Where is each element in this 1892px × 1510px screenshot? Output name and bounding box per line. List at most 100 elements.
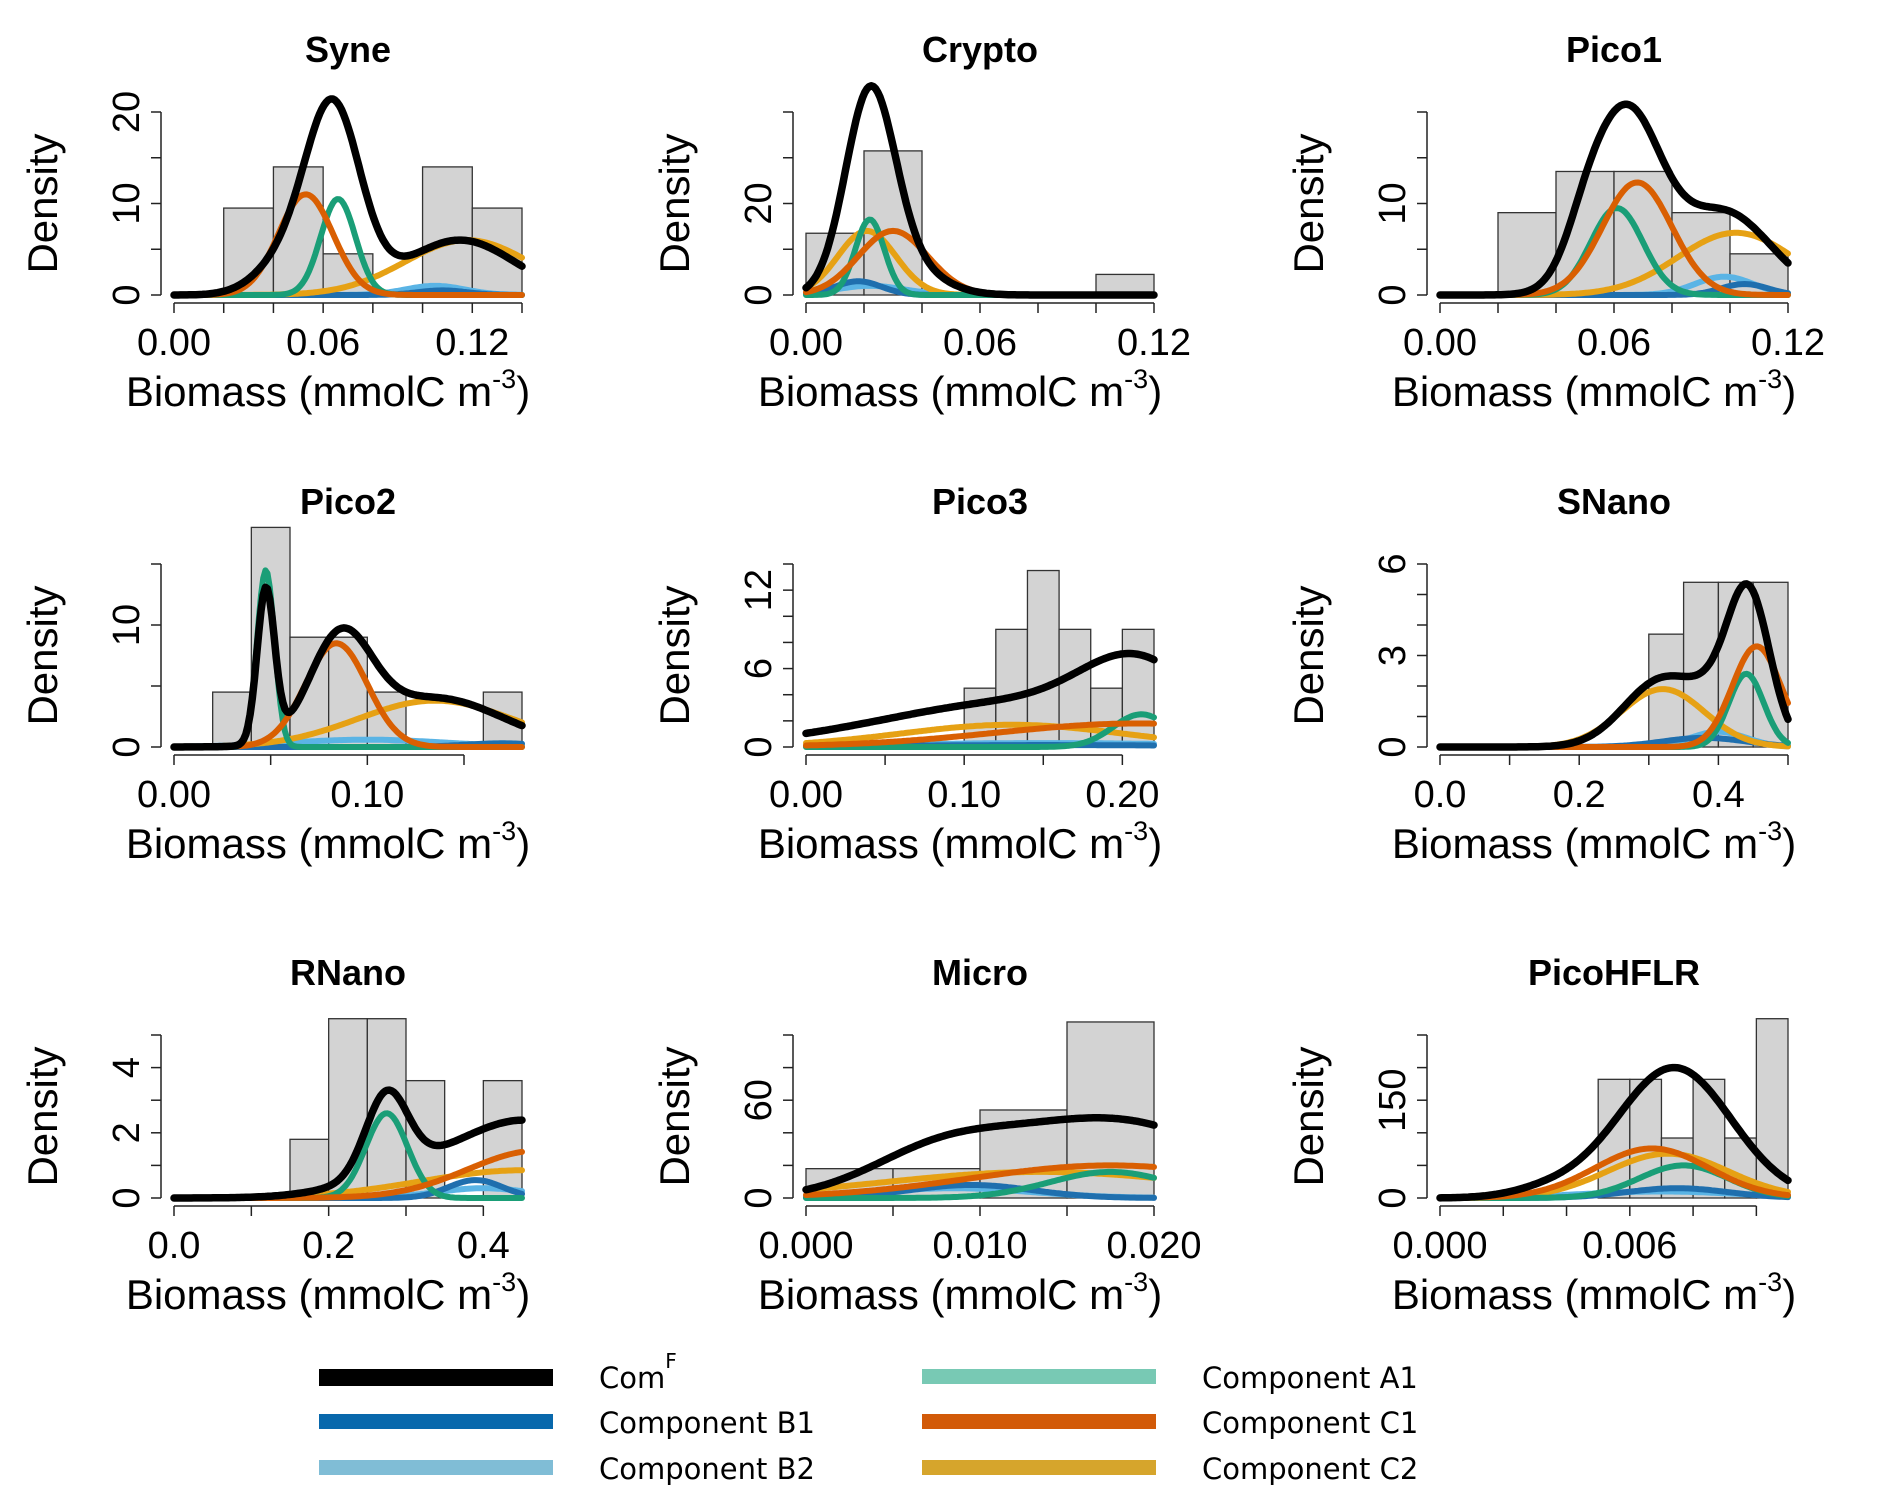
- x-axis-title: Biomass (mmolC m-3): [758, 1267, 1162, 1318]
- density-curve-comf: [170, 1086, 526, 1202]
- x-tick-label: 0.4: [457, 1225, 510, 1267]
- x-tick-label: 0.0: [148, 1225, 201, 1267]
- density-curves: [1436, 100, 1792, 299]
- x-tick-label: 0.00: [137, 774, 211, 816]
- x-tick-label: 0.06: [943, 322, 1017, 364]
- panel-title: RNano: [290, 952, 406, 993]
- panel-title: Syne: [305, 29, 391, 70]
- y-tick-label: 2: [106, 1122, 148, 1143]
- x-axis-title: Biomass (mmolC m-3): [1392, 364, 1796, 415]
- histogram-bar: [421, 166, 473, 296]
- y-axis-title: Density: [19, 1046, 66, 1186]
- density-curves: [1436, 1063, 1792, 1202]
- histogram-bar: [1026, 569, 1060, 748]
- x-axis-title-exponent: -3: [1758, 816, 1782, 846]
- density-curve-comf: [802, 1114, 1158, 1194]
- legend-swatch: [922, 1414, 1156, 1429]
- y-tick-label: 0: [106, 736, 148, 757]
- y-tick-label: 12: [738, 569, 780, 611]
- panel-title: Pico2: [300, 481, 396, 522]
- density-curves: [170, 1086, 526, 1202]
- density-curve-a1: [803, 711, 1157, 750]
- x-axis-title-exponent: -3: [492, 1267, 516, 1297]
- legend-label: Component C2: [1202, 1452, 1418, 1486]
- y-tick-label: 20: [738, 182, 780, 224]
- y-tick-label: 10: [106, 604, 148, 646]
- x-axis-title-exponent: -3: [1758, 1267, 1782, 1297]
- legend-item-c1: Component C1: [922, 1406, 1418, 1440]
- x-axis-title-text: Biomass (mmolC m: [1392, 820, 1758, 867]
- x-axis-title-text: Biomass (mmolC m: [758, 1271, 1124, 1318]
- x-tick-label: 0.12: [1751, 322, 1825, 364]
- y-axis-title: Density: [651, 585, 698, 725]
- density-curve-comf: [1436, 100, 1792, 299]
- histogram-bar: [1692, 1078, 1726, 1199]
- y-tick-label: 6: [738, 658, 780, 679]
- x-axis-title-exponent: -3: [492, 816, 516, 846]
- legend-swatch: [922, 1460, 1156, 1475]
- panel-title: SNano: [1557, 481, 1671, 522]
- y-axis: 0 20 Density: [651, 111, 794, 306]
- y-tick-label: 0: [1372, 284, 1414, 305]
- y-tick-label: 0: [1372, 1187, 1414, 1208]
- x-axis-title-exponent: -3: [492, 364, 516, 394]
- y-tick-label: 0: [1372, 736, 1414, 757]
- y-axis-title: Density: [651, 1046, 698, 1186]
- density-curves: [802, 649, 1158, 750]
- y-tick-label: 3: [1372, 645, 1414, 666]
- legend-swatch: [922, 1369, 1156, 1384]
- x-tick-label: 0.010: [932, 1225, 1027, 1267]
- x-tick-label: 0.000: [758, 1225, 853, 1267]
- legend-label: Component B2: [599, 1452, 815, 1486]
- x-axis-title-close: ): [516, 1271, 530, 1318]
- x-axis-title-close: ): [1148, 1271, 1162, 1318]
- x-tick-label: 0.020: [1106, 1225, 1201, 1267]
- legend-swatch: [319, 1369, 553, 1386]
- density-curves: [1436, 580, 1792, 751]
- y-axis-title: Density: [19, 585, 66, 725]
- legend-item-a1: Component A1: [922, 1361, 1418, 1395]
- density-curve-comf: [1436, 1063, 1792, 1202]
- density-curve-comf: [170, 95, 526, 299]
- x-axis-title-text: Biomass (mmolC m: [126, 1271, 492, 1318]
- x-axis-title: Biomass (mmolC m-3): [126, 1267, 530, 1318]
- histogram-bar: [1121, 628, 1155, 748]
- y-tick-label: 10: [106, 182, 148, 224]
- density-curve-comf: [802, 649, 1158, 738]
- density-curves: [170, 95, 526, 299]
- y-tick-label: 0: [738, 736, 780, 757]
- legend-swatch: [319, 1460, 553, 1475]
- x-axis-title-text: Biomass (mmolC m: [1392, 1271, 1758, 1318]
- panel-title: Pico1: [1566, 29, 1662, 70]
- y-tick-label: 60: [738, 1079, 780, 1121]
- y-tick-label: 4: [106, 1057, 148, 1078]
- y-axis: 0 10 20 Density: [19, 91, 162, 306]
- y-axis: 0 10 Density: [1285, 111, 1428, 306]
- x-axis-title-text: Biomass (mmolC m: [1392, 368, 1758, 415]
- x-axis-title-text: Biomass (mmolC m: [126, 820, 492, 867]
- x-axis-title-exponent: -3: [1124, 816, 1148, 846]
- x-axis-title-close: ): [1148, 368, 1162, 415]
- y-tick-label: 0: [106, 1187, 148, 1208]
- y-tick-label: 6: [1372, 553, 1414, 574]
- x-tick-label: 0.20: [1085, 774, 1159, 816]
- density-curves: [802, 82, 1158, 299]
- y-tick-label: 20: [106, 91, 148, 133]
- panel-title: Pico3: [932, 481, 1028, 522]
- x-tick-label: 0.000: [1392, 1225, 1487, 1267]
- panel-title: PicoHFLR: [1528, 952, 1700, 993]
- x-tick-label: 0.06: [1577, 322, 1651, 364]
- histogram: [805, 150, 1155, 296]
- x-tick-label: 0.0: [1414, 774, 1467, 816]
- legend-item-b2: Component B2: [319, 1452, 815, 1486]
- y-tick-label: 10: [1372, 182, 1414, 224]
